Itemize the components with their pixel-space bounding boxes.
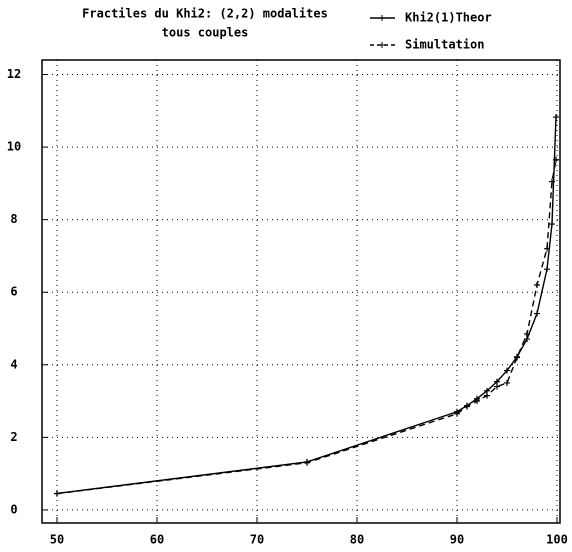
marker bbox=[514, 354, 520, 361]
x-tick-label: 90 bbox=[450, 533, 464, 547]
marker bbox=[524, 330, 530, 337]
legend-label: Khi2(1)Theor bbox=[405, 11, 492, 25]
marker bbox=[454, 410, 460, 417]
y-tick-label: 12 bbox=[7, 67, 21, 81]
y-tick-label: 2 bbox=[10, 430, 17, 444]
marker bbox=[534, 310, 540, 317]
marker bbox=[553, 114, 559, 121]
marker bbox=[54, 490, 60, 497]
y-tick-label: 4 bbox=[10, 357, 17, 371]
marker bbox=[504, 379, 510, 386]
series-line bbox=[56, 159, 557, 495]
marker bbox=[544, 245, 550, 252]
chart-subtitle: tous couples bbox=[162, 26, 249, 40]
x-tick-label: 60 bbox=[150, 533, 164, 547]
marker bbox=[504, 367, 510, 374]
y-tick-label: 0 bbox=[10, 502, 17, 516]
series-line bbox=[56, 117, 557, 495]
y-tick-label: 10 bbox=[7, 140, 21, 154]
marker bbox=[534, 281, 540, 288]
x-tick-label: 80 bbox=[350, 533, 364, 547]
x-tick-label: 50 bbox=[50, 533, 64, 547]
legend-marker bbox=[379, 42, 385, 48]
marker bbox=[464, 403, 470, 410]
marker bbox=[524, 336, 530, 343]
plot-frame bbox=[41, 59, 561, 524]
x-tick-label: 100 bbox=[546, 533, 568, 547]
marker bbox=[544, 266, 550, 273]
marker bbox=[474, 398, 480, 405]
marker bbox=[484, 392, 490, 399]
marker bbox=[494, 383, 500, 390]
chart-title: Fractiles du Khi2: (2,2) modalites bbox=[82, 7, 328, 21]
legend-label: Simultation bbox=[405, 38, 484, 52]
x-tick-label: 70 bbox=[250, 533, 264, 547]
marker bbox=[304, 459, 310, 466]
marker bbox=[549, 221, 555, 228]
y-tick-label: 8 bbox=[10, 212, 17, 226]
y-tick-label: 6 bbox=[10, 285, 17, 299]
marker bbox=[553, 156, 559, 163]
marker bbox=[549, 178, 555, 185]
legend-marker bbox=[379, 15, 385, 21]
